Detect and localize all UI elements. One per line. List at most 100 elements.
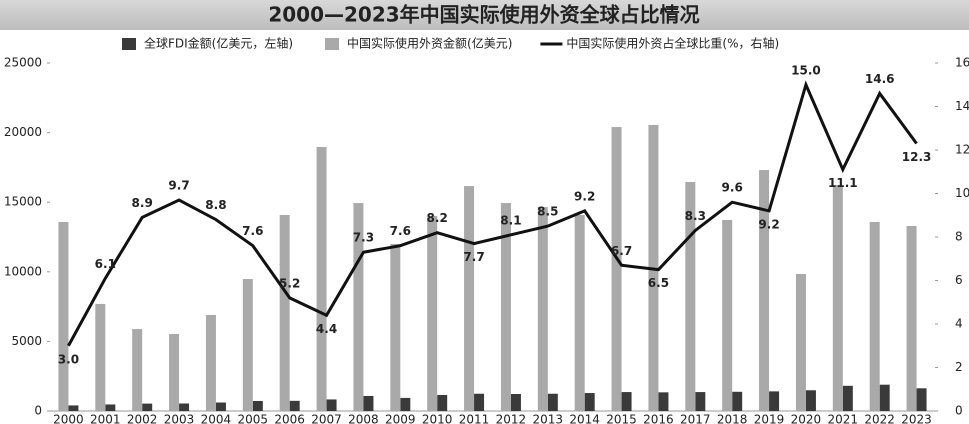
y2-tick-label: 4 <box>955 317 963 331</box>
bar <box>510 394 521 411</box>
data-label: 9.6 <box>722 181 743 195</box>
x-tick-label: 2003 <box>164 413 195 424</box>
line <box>67 80 918 347</box>
bar <box>179 403 190 411</box>
y2-tick-label: 0 <box>955 404 963 418</box>
x-tick-label: 2015 <box>606 413 637 424</box>
x-tick-label: 2012 <box>496 413 527 424</box>
title-banner <box>0 0 969 30</box>
bar <box>437 394 448 411</box>
bar <box>732 391 743 411</box>
x-tick-label: 2018 <box>717 413 748 424</box>
x-tick-label: 2017 <box>680 413 711 424</box>
data-label: 8.1 <box>500 213 521 227</box>
x-tick-label: 2004 <box>201 413 232 424</box>
data-label: 7.3 <box>353 231 374 245</box>
bar <box>685 182 696 411</box>
x-tick-label: 2008 <box>348 413 379 424</box>
data-label: 14.6 <box>865 72 895 86</box>
bar <box>289 400 300 411</box>
y-tick-label: 0 <box>34 404 42 418</box>
data-label: 7.7 <box>463 250 484 264</box>
y2-tick-label: 14 <box>955 99 969 113</box>
bar <box>842 385 853 411</box>
bar <box>95 303 106 411</box>
bar <box>464 186 475 411</box>
data-label: 8.9 <box>132 196 153 210</box>
x-tick-label: 2011 <box>459 413 490 424</box>
bar <box>142 403 153 411</box>
y-tick-label: 5000 <box>11 334 42 348</box>
data-label: 5.2 <box>279 276 300 290</box>
x-tick-label: 2014 <box>569 413 600 424</box>
data-label: 3.0 <box>58 352 79 366</box>
bar <box>390 243 401 411</box>
data-label: 11.1 <box>828 176 858 190</box>
data-label: 9.7 <box>168 179 189 193</box>
bar <box>500 203 511 411</box>
data-label: 8.8 <box>205 198 226 212</box>
chart-title: 2000—2023年中国实际使用外资全球占比情况 <box>268 3 699 27</box>
bar <box>805 390 816 411</box>
bar <box>363 395 374 411</box>
data-label: 8.3 <box>685 209 706 223</box>
x-tick-label: 2019 <box>754 413 785 424</box>
x-tick-label: 2007 <box>311 413 342 424</box>
bar <box>132 329 143 411</box>
data-label: 9.2 <box>758 217 779 231</box>
bar <box>832 184 843 411</box>
y2-tick-label: 12 <box>955 143 969 157</box>
bar <box>722 220 733 411</box>
bar <box>879 384 890 411</box>
x-tick-label: 2021 <box>828 413 859 424</box>
bar <box>547 393 558 411</box>
data-label: 7.6 <box>242 224 263 238</box>
x-tick-label: 2002 <box>127 413 158 424</box>
y2-tick-label: 10 <box>955 186 969 200</box>
bar <box>353 203 364 411</box>
data-label: 15.0 <box>791 63 821 77</box>
bar <box>474 393 485 411</box>
bar <box>759 170 770 411</box>
legend-swatch <box>325 38 340 50</box>
x-tick-label: 2001 <box>90 413 121 424</box>
x-tick-label: 2016 <box>643 413 674 424</box>
bar <box>658 392 669 411</box>
data-label: 6.5 <box>648 276 669 290</box>
bar <box>906 226 917 411</box>
bar <box>105 404 116 411</box>
data-label: 4.4 <box>316 322 337 336</box>
data-label: 12.3 <box>902 150 932 164</box>
bar <box>574 215 585 411</box>
data-label: 7.6 <box>390 224 411 238</box>
bar <box>611 127 622 412</box>
legend-label: 中国实际使用外资占全球比重(%，右轴) <box>566 36 779 51</box>
x-tick-label: 2010 <box>422 413 453 424</box>
bar <box>400 397 411 411</box>
legend-label: 全球FDI金额(亿美元，左轴) <box>144 36 293 51</box>
bar <box>169 334 180 411</box>
bar <box>869 221 880 411</box>
bar <box>68 405 79 411</box>
x-tick-label: 2005 <box>238 413 269 424</box>
bar <box>695 392 706 411</box>
bar <box>584 393 595 411</box>
bar <box>252 400 263 411</box>
bar <box>215 402 226 411</box>
bar <box>621 392 632 411</box>
y2-tick-label: 16 <box>955 56 969 70</box>
bar <box>242 279 253 411</box>
y-tick-label: 15000 <box>4 195 42 209</box>
bar <box>537 207 548 411</box>
bar <box>769 391 780 411</box>
y-tick-label: 25000 <box>4 56 42 70</box>
bar <box>316 146 327 411</box>
x-tick-label: 2009 <box>385 413 416 424</box>
bar <box>427 215 438 411</box>
bar <box>795 274 806 411</box>
bar <box>279 215 290 411</box>
bar <box>326 399 337 411</box>
data-label: 8.2 <box>427 211 448 225</box>
legend-label: 中国实际使用外资金额(亿美元) <box>347 36 512 51</box>
data-label: 6.1 <box>95 257 116 271</box>
